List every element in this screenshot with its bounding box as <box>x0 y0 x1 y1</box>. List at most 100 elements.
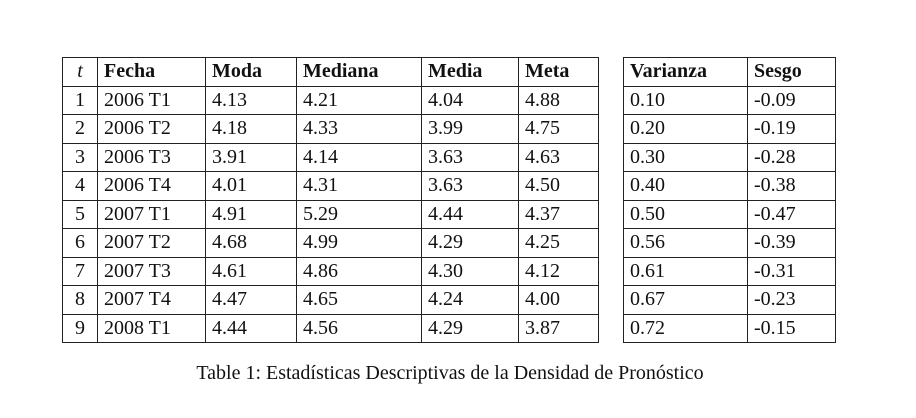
table-cell: 4.44 <box>421 199 519 229</box>
column-header: Moda <box>205 57 297 87</box>
table-cell: 2008 T1 <box>97 313 206 343</box>
table-cell: 2 <box>62 114 98 144</box>
table-cell: 5 <box>62 199 98 229</box>
table-cell: -0.38 <box>747 171 836 201</box>
table-cell: 4.13 <box>205 85 297 115</box>
table-cell: 4.50 <box>518 171 599 201</box>
table-row: 0.67 -0.23 <box>623 285 836 315</box>
table-cell: 3.87 <box>518 313 599 343</box>
table-cell: 3.63 <box>421 171 519 201</box>
table-cell: -0.09 <box>747 85 836 115</box>
table-cell: -0.47 <box>747 199 836 229</box>
table-cell: 4.37 <box>518 199 599 229</box>
header-row: t Fecha Moda Mediana Media Meta <box>62 57 599 87</box>
column-header: Sesgo <box>747 57 836 87</box>
table-row: 0.10 -0.09 <box>623 85 836 115</box>
table-cell: 4.88 <box>518 85 599 115</box>
table-row: 0.40 -0.38 <box>623 171 836 201</box>
table-cell: 0.56 <box>623 228 748 258</box>
table-cell: 0.30 <box>623 142 748 172</box>
table-cell: 4.29 <box>421 228 519 258</box>
table-cell: 4.31 <box>296 171 422 201</box>
table-cell: 4.47 <box>205 285 297 315</box>
table-cell: 4.56 <box>296 313 422 343</box>
table-cell: 4.01 <box>205 171 297 201</box>
table-row: 2 2006 T2 4.18 4.33 3.99 4.75 <box>62 114 599 144</box>
left-table: t Fecha Moda Mediana Media Meta 1 2006 T1 4.13 4… <box>62 57 599 343</box>
table-row: 8 2007 T4 4.47 4.65 4.24 4.00 <box>62 285 599 315</box>
table-cell: 4.68 <box>205 228 297 258</box>
table-cell: 4.44 <box>205 313 297 343</box>
table-cell: 4 <box>62 171 98 201</box>
table-cell: 4.86 <box>296 256 422 286</box>
table-cell: -0.39 <box>747 228 836 258</box>
table-cell: 2006 T3 <box>97 142 206 172</box>
table-row: 5 2007 T1 4.91 5.29 4.44 4.37 <box>62 199 599 229</box>
table-cell: -0.15 <box>747 313 836 343</box>
table-row: 7 2007 T3 4.61 4.86 4.30 4.12 <box>62 256 599 286</box>
table-row: 4 2006 T4 4.01 4.31 3.63 4.50 <box>62 171 599 201</box>
table-cell: 2007 T2 <box>97 228 206 258</box>
table-cell: -0.23 <box>747 285 836 315</box>
table-row: 6 2007 T2 4.68 4.99 4.29 4.25 <box>62 228 599 258</box>
table-cell: 0.40 <box>623 171 748 201</box>
table-row: 9 2008 T1 4.44 4.56 4.29 3.87 <box>62 313 599 343</box>
table-cell: 4.29 <box>421 313 519 343</box>
column-header: Meta <box>518 57 599 87</box>
column-header: Fecha <box>97 57 206 87</box>
table-cell: 0.20 <box>623 114 748 144</box>
table-cell: 0.72 <box>623 313 748 343</box>
table-row: 0.20 -0.19 <box>623 114 836 144</box>
table-cell: 5.29 <box>296 199 422 229</box>
table-cell: 2007 T3 <box>97 256 206 286</box>
table-cell: 4.12 <box>518 256 599 286</box>
table-cell: 0.50 <box>623 199 748 229</box>
header-row: Varianza Sesgo <box>623 57 836 87</box>
table-cell: 4.33 <box>296 114 422 144</box>
table-cell: 4.14 <box>296 142 422 172</box>
table-cell: 0.67 <box>623 285 748 315</box>
table-row: 0.72 -0.15 <box>623 313 836 343</box>
table-cell: 0.10 <box>623 85 748 115</box>
table-cell: 4.00 <box>518 285 599 315</box>
table-cell: 4.18 <box>205 114 297 144</box>
table-cell: 4.61 <box>205 256 297 286</box>
table-cell: 4.63 <box>518 142 599 172</box>
column-header: t <box>62 57 98 87</box>
table-cell: 4.04 <box>421 85 519 115</box>
table-cell: 2007 T4 <box>97 285 206 315</box>
right-table: Varianza Sesgo 0.10 -0.09 0.20 -0.19 0.30 -0.2… <box>623 57 836 343</box>
caption: Table 1: Estadísticas Descriptivas de la… <box>196 362 704 384</box>
column-header: Media <box>421 57 519 87</box>
table-cell: 4.24 <box>421 285 519 315</box>
table-cell: 3 <box>62 142 98 172</box>
table-row: 3 2006 T3 3.91 4.14 3.63 4.63 <box>62 142 599 172</box>
table-cell: 2006 T4 <box>97 171 206 201</box>
table-cell: 4.21 <box>296 85 422 115</box>
table-cell: 2006 T1 <box>97 85 206 115</box>
table-cell: 8 <box>62 285 98 315</box>
table-cell: 9 <box>62 313 98 343</box>
table-cell: 1 <box>62 85 98 115</box>
table-cell: 4.91 <box>205 199 297 229</box>
table-cell: 0.61 <box>623 256 748 286</box>
table-cell: 4.30 <box>421 256 519 286</box>
table-row: 1 2006 T1 4.13 4.21 4.04 4.88 <box>62 85 599 115</box>
table-row: 0.61 -0.31 <box>623 256 836 286</box>
table-cell: -0.19 <box>747 114 836 144</box>
table-cell: -0.28 <box>747 142 836 172</box>
table-cell: 3.91 <box>205 142 297 172</box>
table-row: 0.50 -0.47 <box>623 199 836 229</box>
table-cell: 3.63 <box>421 142 519 172</box>
table-cell: 2007 T1 <box>97 199 206 229</box>
table-cell: 2006 T2 <box>97 114 206 144</box>
column-header: Mediana <box>296 57 422 87</box>
table-cell: 4.75 <box>518 114 599 144</box>
table-row: 0.30 -0.28 <box>623 142 836 172</box>
table-cell: 4.25 <box>518 228 599 258</box>
table-cell: 7 <box>62 256 98 286</box>
table-cell: 3.99 <box>421 114 519 144</box>
table-cell: 4.65 <box>296 285 422 315</box>
table-cell: 6 <box>62 228 98 258</box>
